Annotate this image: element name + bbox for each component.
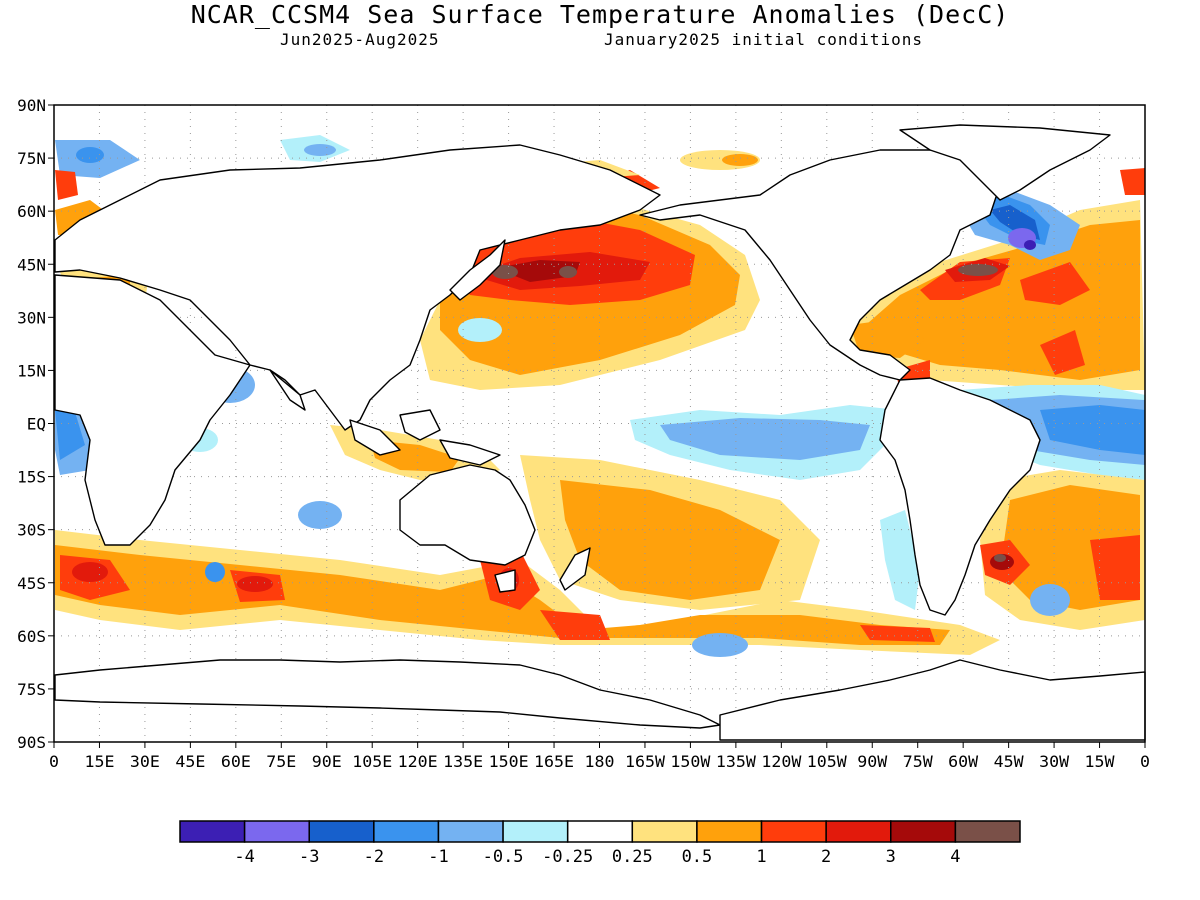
lat-label: 30N bbox=[17, 308, 46, 327]
lon-label: 105E bbox=[352, 752, 392, 771]
lat-label: 90N bbox=[17, 96, 46, 115]
colorbar-label: -4 bbox=[234, 847, 254, 867]
coastlines bbox=[54, 124, 1146, 741]
lat-label: 15N bbox=[17, 361, 46, 380]
lat-label: 90S bbox=[17, 733, 46, 752]
lon-label: 15W bbox=[1085, 752, 1115, 771]
colorbar-swatch bbox=[437, 820, 504, 843]
colorbar-label: 2 bbox=[821, 847, 831, 867]
lon-label: 90E bbox=[312, 752, 342, 771]
lon-label: 15E bbox=[84, 752, 114, 771]
colorbar-label: 1 bbox=[756, 847, 766, 867]
colorbar-label: -2 bbox=[364, 847, 384, 867]
lon-label: 120E bbox=[398, 752, 438, 771]
lon-label: 165E bbox=[534, 752, 574, 771]
colorbar-swatch bbox=[825, 820, 892, 843]
lon-label: 150E bbox=[489, 752, 529, 771]
colorbar-label: -1 bbox=[428, 847, 448, 867]
colorbar-label: 4 bbox=[950, 847, 960, 867]
lat-label: EQ bbox=[27, 415, 46, 434]
lon-label: 105W bbox=[807, 752, 847, 771]
lon-label: 75E bbox=[266, 752, 296, 771]
initial-conditions: January2025 initial conditions bbox=[604, 30, 923, 49]
colorbar-label: 0.5 bbox=[682, 847, 713, 867]
longitude-labels: 0 15E 30E 45E 60E 75E 90E 105E 120E 135E 150E 165E 1… bbox=[49, 742, 1150, 771]
lon-label: 150W bbox=[670, 752, 710, 771]
colorbar-swatch bbox=[502, 820, 569, 843]
colorbar-swatch bbox=[308, 820, 375, 843]
lon-label: 75W bbox=[903, 752, 933, 771]
lon-label: 60W bbox=[948, 752, 978, 771]
lon-label: 60E bbox=[221, 752, 251, 771]
colorbar-swatch bbox=[566, 820, 634, 843]
lon-label: 30W bbox=[1039, 752, 1069, 771]
chart-title: NCAR_CCSM4 Sea Surface Temperature Anoma… bbox=[190, 0, 1010, 29]
lon-label: 90W bbox=[857, 752, 887, 771]
colorbar bbox=[179, 820, 1021, 843]
lon-label: 165W bbox=[625, 752, 665, 771]
colorbar-labels: -4 -3 -2 -1 -0.5 -0.25 0.25 0.5 1 2 3 4 bbox=[234, 847, 960, 867]
lon-label: 30E bbox=[130, 752, 160, 771]
colorbar-swatch bbox=[890, 820, 957, 843]
lat-label: 15S bbox=[17, 468, 46, 487]
colorbar-swatch bbox=[954, 820, 1021, 843]
colorbar-label: -0.25 bbox=[542, 847, 593, 867]
colorbar-label: 0.25 bbox=[612, 847, 653, 867]
lon-label: 180 bbox=[585, 752, 615, 771]
lon-label: 45W bbox=[994, 752, 1024, 771]
colorbar-swatch bbox=[179, 820, 246, 843]
colorbar-swatch bbox=[373, 820, 440, 843]
lon-label: 135E bbox=[443, 752, 483, 771]
lat-label: 75S bbox=[17, 680, 46, 699]
lat-label: 45N bbox=[17, 255, 46, 274]
colorbar-label: 3 bbox=[886, 847, 896, 867]
colorbar-label: -3 bbox=[299, 847, 319, 867]
lat-label: 60S bbox=[17, 627, 46, 646]
colorbar-label: -0.5 bbox=[483, 847, 524, 867]
colorbar-swatch bbox=[760, 820, 827, 843]
colorbar-swatch bbox=[696, 820, 763, 843]
lon-label: 135W bbox=[716, 752, 756, 771]
lat-label: 60N bbox=[17, 202, 46, 221]
lat-label: 30S bbox=[17, 521, 46, 540]
lat-label: 45S bbox=[17, 574, 46, 593]
lon-label: 45E bbox=[175, 752, 205, 771]
lat-label: 75N bbox=[17, 149, 46, 168]
latitude-labels: 90N 75N 60N 45N 30N 15N EQ 15S 30S 45S 60S 75S 90S bbox=[17, 96, 54, 752]
forecast-period: Jun2025-Aug2025 bbox=[280, 30, 440, 49]
colorbar-swatch bbox=[631, 820, 698, 843]
lon-label: 0 bbox=[1140, 752, 1150, 771]
lon-label: 120W bbox=[761, 752, 801, 771]
lon-label: 0 bbox=[49, 752, 59, 771]
colorbar-swatch bbox=[243, 820, 310, 843]
